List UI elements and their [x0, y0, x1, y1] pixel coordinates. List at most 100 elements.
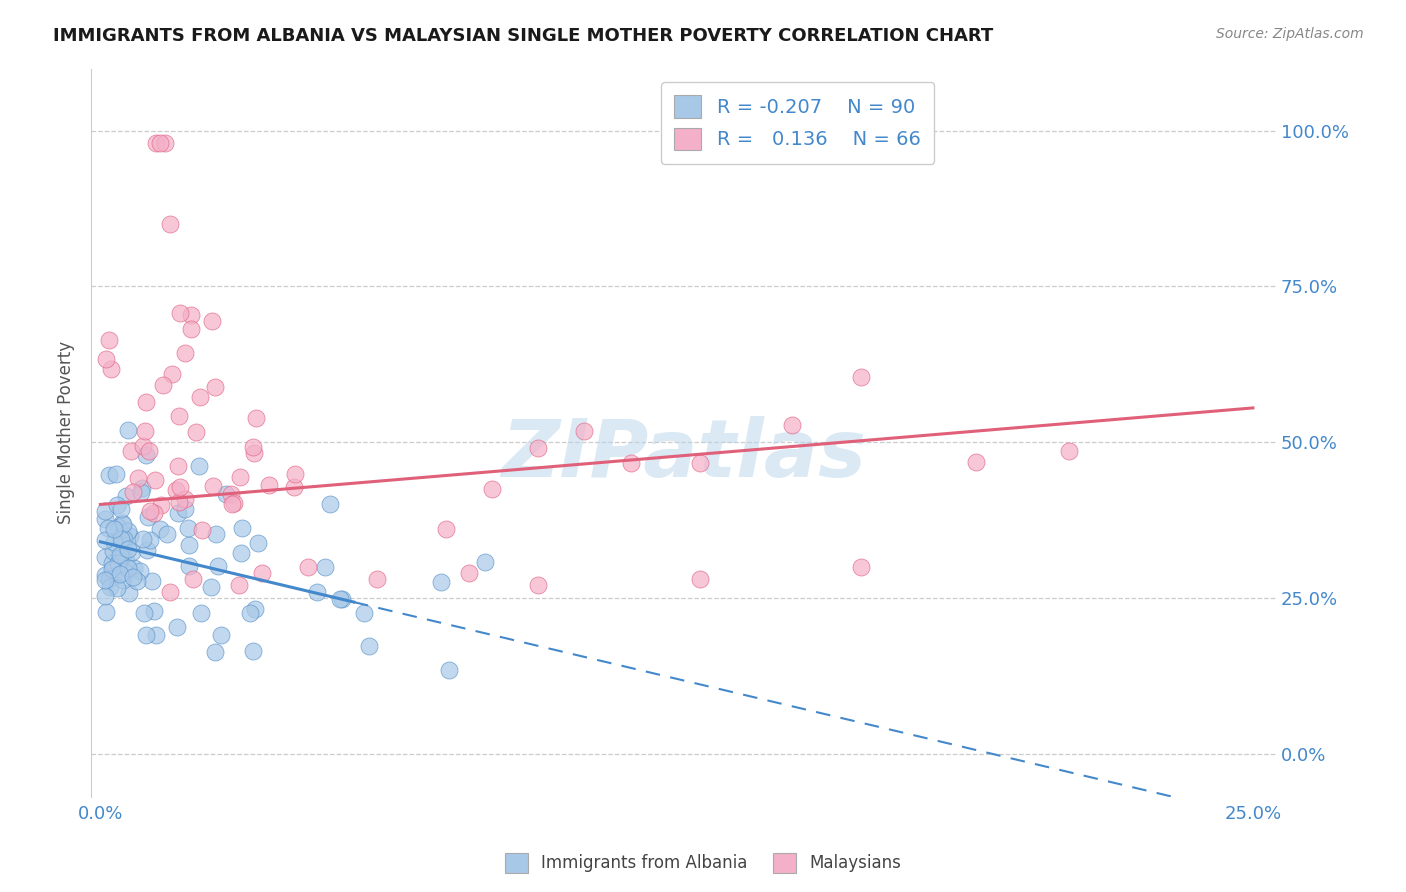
Point [229, 546, 252, 560]
Point [98, 572, 121, 586]
Point [159, 584, 181, 599]
Point [188, 458, 211, 473]
Point [173, 502, 195, 516]
Point [481, 482, 503, 496]
Point [474, 555, 496, 569]
Point [297, 559, 319, 574]
Point [112, 532, 135, 546]
Point [169, 480, 191, 494]
Point [242, 644, 264, 658]
Point [169, 306, 191, 320]
Point [458, 566, 481, 580]
Point [201, 479, 224, 493]
Point [94, 351, 117, 366]
Point [143, 506, 166, 520]
Point [94, 573, 117, 587]
Point [98, 580, 121, 594]
Point [849, 559, 872, 574]
Point [134, 607, 156, 621]
Point [228, 578, 250, 592]
Point [117, 541, 139, 556]
Point [224, 496, 246, 510]
Point [94, 512, 117, 526]
Point [247, 536, 270, 550]
Point [138, 503, 160, 517]
Point [122, 561, 145, 575]
Point [149, 136, 172, 151]
Point [190, 606, 212, 620]
Text: IMMIGRANTS FROM ALBANIA VS MALAYSIAN SINGLE MOTHER POVERTY CORRELATION CHART: IMMIGRANTS FROM ALBANIA VS MALAYSIAN SIN… [53, 27, 994, 45]
Point [97, 521, 120, 535]
Point [204, 380, 226, 394]
Point [177, 538, 200, 552]
Text: Source: ZipAtlas.com: Source: ZipAtlas.com [1216, 27, 1364, 41]
Point [214, 486, 236, 500]
Point [209, 628, 232, 642]
Point [112, 516, 135, 531]
Point [129, 485, 152, 500]
Point [177, 558, 200, 573]
Point [207, 559, 229, 574]
Point [204, 526, 226, 541]
Point [117, 524, 139, 539]
Point [162, 368, 184, 382]
Point [200, 580, 222, 594]
Point [330, 592, 353, 607]
Point [94, 533, 117, 547]
Point [284, 467, 307, 481]
Point [100, 362, 122, 376]
Point [250, 566, 273, 580]
Point [120, 444, 142, 458]
Point [186, 425, 208, 440]
Point [201, 313, 224, 327]
Point [965, 455, 987, 469]
Legend: R = -0.207    N = 90, R =   0.136    N = 66: R = -0.207 N = 90, R = 0.136 N = 66 [661, 82, 935, 164]
Point [105, 467, 128, 482]
Point [136, 543, 159, 558]
Point [145, 627, 167, 641]
Point [128, 565, 150, 579]
Point [135, 628, 157, 642]
Point [117, 561, 139, 575]
Point [689, 572, 711, 586]
Point [574, 424, 596, 438]
Point [105, 498, 128, 512]
Point [97, 467, 120, 482]
Point [239, 606, 262, 620]
Point [219, 487, 242, 501]
Point [188, 390, 211, 404]
Point [173, 345, 195, 359]
Point [134, 425, 156, 439]
Point [319, 497, 342, 511]
Point [94, 589, 117, 603]
Point [181, 572, 204, 586]
Point [97, 333, 120, 347]
Point [127, 471, 149, 485]
Point [180, 308, 202, 322]
Point [1057, 443, 1080, 458]
Point [434, 522, 457, 536]
Point [439, 663, 461, 677]
Point [103, 522, 125, 536]
Point [283, 480, 305, 494]
Point [103, 535, 125, 549]
Point [366, 572, 388, 586]
Point [143, 603, 166, 617]
Point [243, 446, 266, 460]
Point [132, 532, 155, 546]
Point [166, 620, 188, 634]
Legend: Immigrants from Albania, Malaysians: Immigrants from Albania, Malaysians [498, 847, 908, 880]
Point [111, 547, 134, 561]
Point [121, 545, 143, 559]
Point [165, 483, 187, 498]
Point [153, 136, 176, 151]
Point [135, 448, 157, 462]
Point [780, 418, 803, 433]
Point [177, 521, 200, 535]
Point [149, 522, 172, 536]
Point [527, 442, 550, 456]
Point [166, 458, 188, 473]
Point [242, 441, 264, 455]
Point [108, 548, 131, 562]
Point [118, 529, 141, 543]
